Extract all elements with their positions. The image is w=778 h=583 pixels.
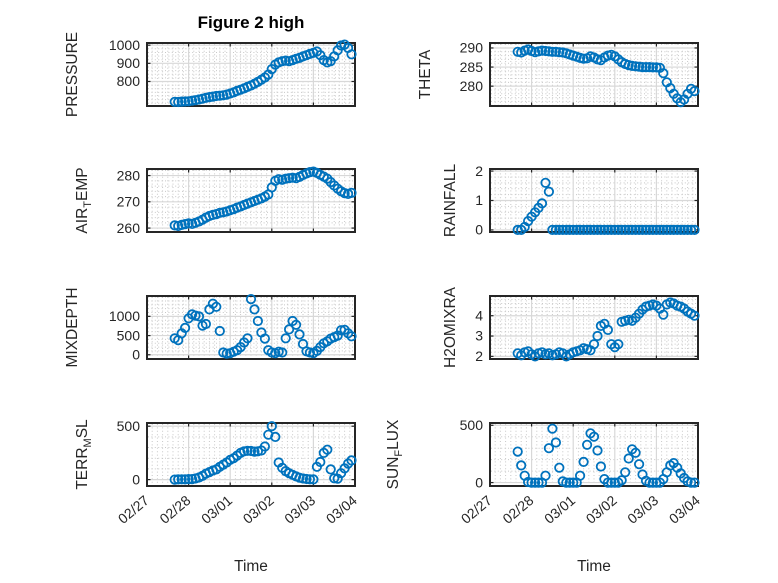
x-tick-label: 03/04	[666, 492, 703, 527]
data-points-pressure	[169, 39, 357, 108]
x-tick-label: 02/28	[156, 492, 193, 527]
y-tick-label: 0	[475, 222, 483, 238]
y-tick-label: 285	[460, 59, 484, 75]
figure-title: Figure 2 high	[198, 13, 305, 32]
subplot-pressure: 800 900 1000 PRESSURE	[64, 32, 357, 117]
x-tick-label: 02/27	[458, 492, 495, 527]
y-tick-label: 800	[117, 73, 141, 89]
y-tick-label: 260	[117, 220, 141, 236]
ylabel-theta: THETA	[417, 49, 434, 99]
x-tick-label: 03/03	[281, 492, 318, 527]
y-tick-label: 280	[117, 167, 141, 183]
y-tick-label: 4	[475, 307, 483, 323]
y-tick-label: 280	[460, 78, 484, 94]
y-tick-label: 2	[475, 163, 483, 179]
y-tick-label: 2	[475, 348, 483, 364]
y-tick-label: 500	[117, 418, 141, 434]
data-points-sun-flux	[512, 423, 700, 488]
y-tick-label: 0	[132, 346, 140, 362]
x-tick-label: 03/01	[541, 492, 578, 527]
ylabel-mixdepth: MIXDEPTH	[64, 287, 81, 367]
y-tick-label: 0	[475, 474, 483, 490]
y-tick-label: 0	[132, 471, 140, 487]
x-tick-label: 03/03	[624, 492, 661, 527]
data-points-terr-msl	[169, 421, 357, 485]
y-tick-label: 1	[475, 192, 483, 208]
subplot-sun-flux: 0 500 SUNFLUX 02/27 02/28 03/01 03/02 03/03 03/0…	[385, 417, 703, 527]
y-tick-label: 1000	[109, 308, 140, 324]
ylabel-air-temp: AIRTEMP	[74, 167, 94, 233]
ylabel-terr-msl: TERRMSL	[74, 419, 94, 490]
ylabel-h2omixra: H2OMIXRA	[442, 286, 459, 368]
y-tick-label: 290	[460, 40, 484, 56]
x-tick-label: 03/02	[583, 492, 620, 527]
y-tick-label: 900	[117, 55, 141, 71]
subplot-theta: 280 285 290 THETA	[417, 40, 700, 108]
data-points-air-temp	[169, 166, 357, 232]
y-tick-label: 3	[475, 328, 483, 344]
x-axis-label-left: Time	[234, 558, 268, 575]
x-tick-label: 03/02	[240, 492, 277, 527]
ylabel-pressure: PRESSURE	[64, 32, 81, 117]
subplot-terr-msl: 0 500 TERRMSL 02/27 02/28 03/01 03/02 03/03 03/0…	[74, 418, 360, 527]
y-tick-label: 270	[117, 194, 141, 210]
x-tick-label: 03/01	[198, 492, 235, 527]
data-points-rainfall	[512, 177, 700, 235]
y-tick-label: 1000	[109, 37, 140, 53]
y-tick-label: 500	[117, 327, 141, 343]
x-tick-label: 02/28	[499, 492, 536, 527]
subplot-rainfall: 0 1 2 RAINFALL	[442, 163, 700, 238]
x-axis-label-right: Time	[577, 558, 611, 575]
data-points-h2omixra	[512, 297, 700, 362]
x-tick-label: 03/04	[323, 492, 360, 527]
subplot-mixdepth: 0 500 1000 MIXDEPTH	[64, 287, 357, 368]
data-points-mixdepth	[169, 293, 357, 359]
ylabel-sun-flux: SUNFLUX	[385, 419, 405, 489]
data-points-theta	[512, 44, 700, 108]
y-tick-label: 500	[460, 417, 484, 433]
subplot-h2omixra: 2 3 4 H2OMIXRA	[442, 286, 700, 368]
subplot-air-temp: 260 270 280 AIRTEMP	[74, 166, 357, 236]
ylabel-rainfall: RAINFALL	[442, 164, 459, 238]
x-tick-label: 02/27	[115, 492, 152, 527]
